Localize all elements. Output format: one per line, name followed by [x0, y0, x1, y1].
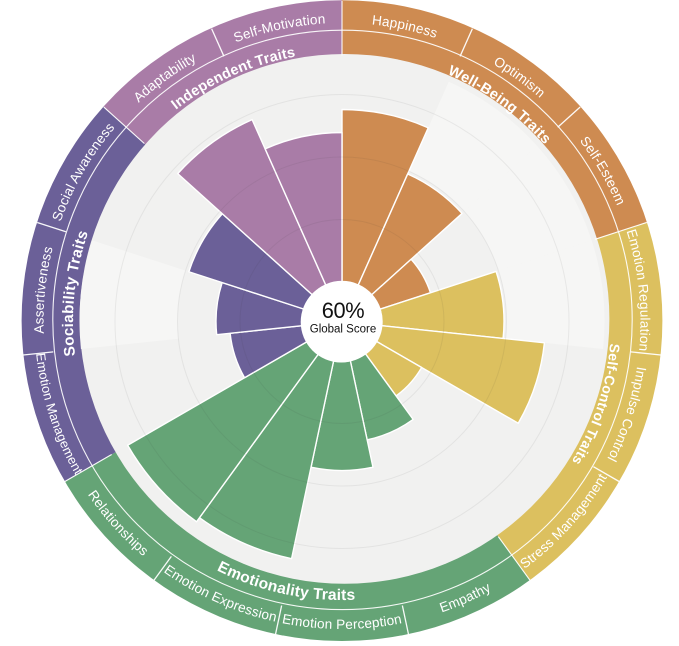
svg-text:60%: 60%	[322, 298, 365, 323]
svg-text:Global Score: Global Score	[310, 324, 376, 336]
svg-text:Emotion Perception: Emotion Perception	[281, 611, 403, 632]
